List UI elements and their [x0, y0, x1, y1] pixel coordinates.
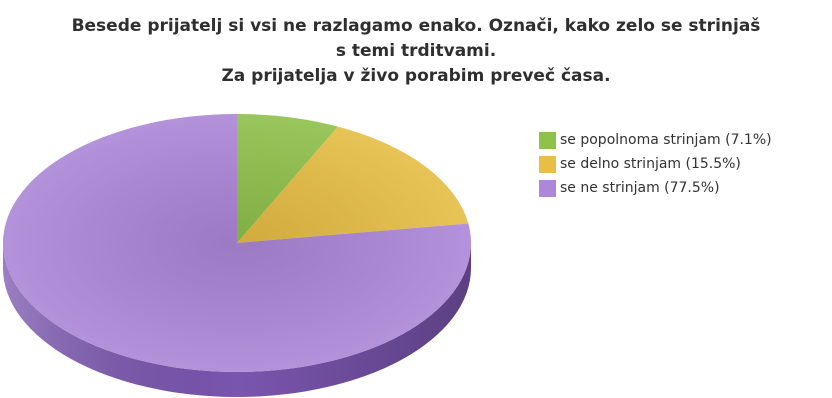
- legend-label: se ne strinjam (77.5%): [560, 180, 720, 196]
- pie-group: [2, 114, 471, 397]
- legend-item: se popolnoma strinjam (7.1%): [539, 128, 772, 152]
- legend-swatch: [539, 131, 556, 149]
- legend: se popolnoma strinjam (7.1%) se delno st…: [539, 128, 772, 200]
- title-line-2: s temi trditvami.: [335, 41, 497, 61]
- legend-swatch: [539, 155, 556, 173]
- legend-item: se delno strinjam (15.5%): [539, 152, 772, 176]
- legend-label: se popolnoma strinjam (7.1%): [560, 132, 772, 148]
- title-line-3: Za prijatelja v živo porabim preveč časa…: [221, 66, 611, 86]
- pie-top-shade: [3, 114, 471, 372]
- legend-item: se ne strinjam (77.5%): [539, 176, 772, 200]
- chart-title: Besede prijatelj si vsi ne razlagamo ena…: [0, 14, 832, 89]
- title-line-1: Besede prijatelj si vsi ne razlagamo ena…: [71, 16, 761, 36]
- pie-slice-side-shade: [3, 243, 471, 397]
- legend-swatch: [539, 179, 556, 197]
- legend-label: se delno strinjam (15.5%): [560, 156, 741, 172]
